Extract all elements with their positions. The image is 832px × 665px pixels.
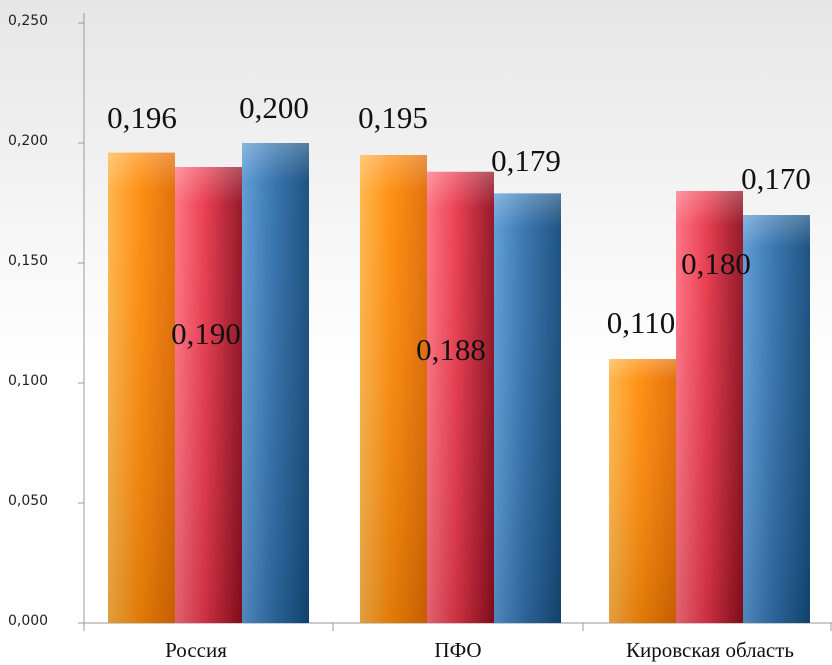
data-label: 0,188 (416, 332, 486, 367)
y-tick-label: 0,150 (8, 253, 48, 269)
data-label: 0,180 (681, 246, 751, 281)
data-label: 0,110 (607, 305, 676, 340)
y-tick-label: 0,050 (8, 493, 48, 509)
y-tick-label: 0,100 (8, 373, 48, 389)
bar-shade (108, 152, 175, 623)
category-label: ПФО (434, 638, 481, 662)
bar-shade (609, 359, 676, 623)
bars (108, 143, 810, 624)
bar-shade (360, 155, 427, 623)
data-label: 0,195 (358, 100, 428, 135)
bar-shade (676, 191, 743, 623)
category-label: Россия (165, 638, 227, 662)
bar-shade (427, 171, 494, 624)
data-label: 0,196 (107, 100, 177, 135)
data-label: 0,170 (741, 161, 811, 196)
bar-shade (494, 193, 561, 623)
bar-shade (743, 215, 810, 623)
y-tick-label: 0,000 (8, 613, 48, 629)
data-label: 0,179 (491, 143, 561, 178)
category-label: Кировская область (626, 638, 794, 662)
y-tick-label: 0,250 (8, 13, 48, 29)
data-label: 0,200 (239, 90, 309, 125)
data-labels: 0,196 0,195 0,110 0,190 0,188 0,180 0,200 0,179… (107, 90, 811, 367)
bar-shade (242, 143, 309, 623)
data-label: 0,190 (171, 316, 241, 351)
y-tick-label: 0,200 (8, 133, 48, 149)
y-axis: 0,000 0,050 0,100 0,150 0,200 0,250 (8, 13, 85, 629)
bar-shade (175, 167, 242, 623)
